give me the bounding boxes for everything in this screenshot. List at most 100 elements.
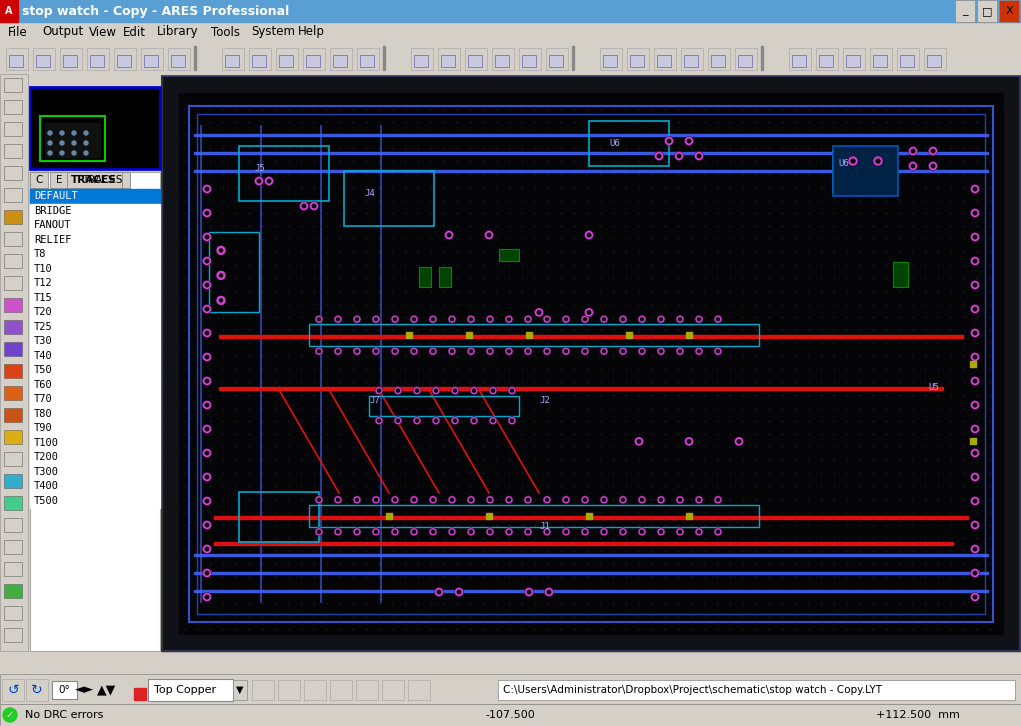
Circle shape bbox=[973, 307, 977, 311]
Circle shape bbox=[687, 139, 691, 143]
Bar bbox=[30, 218, 160, 232]
Bar bbox=[30, 276, 160, 290]
Circle shape bbox=[665, 136, 674, 145]
Text: 0°: 0° bbox=[58, 685, 69, 695]
Bar bbox=[2, 384, 25, 402]
Bar bbox=[999, 0, 1019, 22]
Bar bbox=[686, 513, 692, 519]
Circle shape bbox=[507, 350, 510, 353]
Circle shape bbox=[545, 318, 548, 321]
Bar bbox=[654, 48, 676, 70]
Circle shape bbox=[971, 353, 979, 362]
Bar bbox=[977, 0, 996, 22]
Bar bbox=[356, 680, 378, 700]
Circle shape bbox=[48, 151, 52, 155]
Text: stop watch - Copy - ARES Professional: stop watch - Copy - ARES Professional bbox=[22, 4, 289, 17]
Circle shape bbox=[697, 530, 700, 534]
Bar bbox=[40, 116, 105, 161]
Bar bbox=[30, 305, 160, 319]
Bar bbox=[134, 688, 146, 700]
Circle shape bbox=[622, 498, 625, 501]
Bar bbox=[162, 76, 1020, 651]
Circle shape bbox=[3, 708, 17, 722]
Bar bbox=[114, 48, 136, 70]
Circle shape bbox=[491, 419, 494, 422]
Circle shape bbox=[581, 347, 589, 355]
Circle shape bbox=[488, 318, 491, 321]
Bar bbox=[233, 680, 247, 700]
Circle shape bbox=[714, 315, 722, 323]
Text: Help: Help bbox=[298, 25, 325, 38]
Circle shape bbox=[217, 272, 225, 280]
Bar bbox=[4, 166, 22, 180]
Bar bbox=[45, 123, 100, 157]
Text: Top Copper: Top Copper bbox=[154, 685, 216, 695]
Text: □: □ bbox=[982, 6, 992, 16]
Circle shape bbox=[254, 176, 263, 186]
Circle shape bbox=[447, 233, 451, 237]
Circle shape bbox=[911, 164, 915, 168]
Bar bbox=[2, 472, 25, 490]
Circle shape bbox=[470, 498, 473, 501]
Circle shape bbox=[545, 350, 548, 353]
Bar bbox=[309, 325, 759, 346]
Bar bbox=[383, 46, 385, 70]
Bar bbox=[0, 74, 28, 651]
Bar bbox=[2, 450, 25, 468]
Bar bbox=[526, 333, 532, 338]
Circle shape bbox=[268, 179, 271, 183]
Bar bbox=[893, 261, 908, 287]
Bar bbox=[386, 513, 392, 519]
Circle shape bbox=[220, 249, 223, 252]
Bar bbox=[819, 55, 833, 67]
Circle shape bbox=[450, 350, 453, 353]
Circle shape bbox=[697, 318, 700, 321]
Circle shape bbox=[410, 496, 418, 504]
Bar bbox=[2, 362, 25, 380]
Bar bbox=[789, 48, 811, 70]
Bar bbox=[194, 46, 196, 70]
Bar bbox=[4, 562, 22, 576]
Circle shape bbox=[205, 595, 209, 599]
Circle shape bbox=[470, 350, 473, 353]
Circle shape bbox=[414, 387, 421, 395]
Circle shape bbox=[205, 307, 209, 311]
Circle shape bbox=[454, 587, 464, 597]
Circle shape bbox=[971, 544, 979, 553]
Circle shape bbox=[72, 151, 76, 155]
Bar bbox=[279, 55, 293, 67]
Text: J7: J7 bbox=[369, 396, 380, 405]
Text: ▼: ▼ bbox=[236, 685, 244, 695]
Bar bbox=[30, 172, 48, 188]
Circle shape bbox=[315, 528, 323, 536]
Bar bbox=[495, 55, 509, 67]
Circle shape bbox=[435, 389, 438, 392]
Bar bbox=[67, 172, 121, 188]
Circle shape bbox=[205, 355, 209, 359]
Bar bbox=[369, 396, 519, 415]
Bar bbox=[466, 333, 472, 338]
Circle shape bbox=[309, 202, 319, 211]
Bar bbox=[4, 474, 22, 488]
Bar bbox=[52, 681, 77, 699]
Bar bbox=[30, 378, 160, 392]
Bar bbox=[304, 680, 326, 700]
Circle shape bbox=[451, 417, 459, 425]
Circle shape bbox=[973, 403, 977, 407]
Circle shape bbox=[84, 141, 88, 145]
Circle shape bbox=[695, 347, 703, 355]
Circle shape bbox=[485, 230, 493, 240]
Circle shape bbox=[638, 496, 646, 504]
Circle shape bbox=[684, 437, 693, 446]
Circle shape bbox=[657, 315, 665, 323]
Bar bbox=[148, 679, 233, 701]
Bar bbox=[486, 513, 492, 519]
Circle shape bbox=[337, 498, 340, 501]
Circle shape bbox=[453, 389, 456, 392]
Circle shape bbox=[393, 350, 396, 353]
Bar bbox=[30, 450, 160, 465]
Circle shape bbox=[638, 528, 646, 536]
Text: E: E bbox=[56, 175, 62, 185]
Bar bbox=[657, 55, 671, 67]
Circle shape bbox=[695, 496, 703, 504]
